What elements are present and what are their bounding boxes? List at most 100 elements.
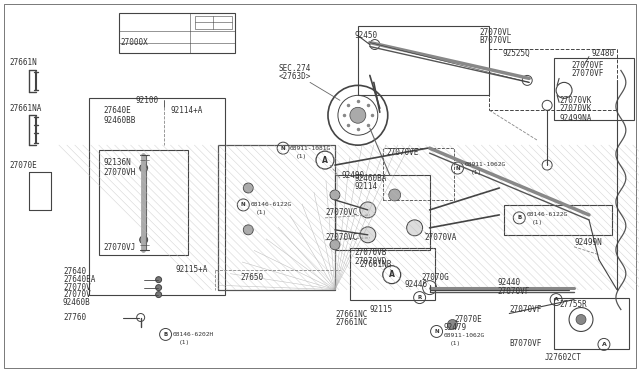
Text: 92499NA: 92499NA (559, 114, 591, 123)
Text: 08911-1081G: 08911-1081G (290, 146, 332, 151)
Text: 92136N: 92136N (104, 158, 132, 167)
Bar (335, 175, 429, 250)
Circle shape (330, 240, 340, 250)
Text: 27755R: 27755R (559, 300, 587, 309)
Text: 27070VA: 27070VA (424, 233, 457, 242)
Text: 27640E: 27640E (104, 106, 132, 115)
Text: 08911-1062G: 08911-1062G (444, 333, 484, 338)
Bar (195, 16, 232, 29)
Text: (1): (1) (179, 340, 190, 345)
Text: A: A (322, 155, 328, 164)
Text: 27650: 27650 (240, 273, 264, 282)
Circle shape (156, 277, 161, 283)
Text: 27661NC: 27661NC (335, 310, 367, 319)
Text: (1): (1) (296, 154, 307, 158)
Circle shape (330, 190, 340, 200)
Text: 92490: 92490 (342, 170, 365, 180)
Bar (218, 145, 335, 290)
Text: 27661NC: 27661NC (335, 318, 367, 327)
Text: 27661N: 27661N (9, 58, 37, 67)
Text: B7070VF: B7070VF (509, 339, 541, 348)
Text: 27070VJ: 27070VJ (104, 243, 136, 252)
Text: 27070VB: 27070VB (355, 248, 387, 257)
Circle shape (350, 107, 366, 123)
Text: 08911-1062G: 08911-1062G (465, 161, 506, 167)
Circle shape (576, 314, 586, 324)
Text: R: R (417, 295, 422, 300)
Bar (383, 148, 454, 200)
Text: 27070VF: 27070VF (509, 305, 541, 314)
Text: 92460BA: 92460BA (355, 173, 387, 183)
Circle shape (140, 164, 148, 172)
Text: 27661NB: 27661NB (360, 260, 392, 269)
Text: 27070VE: 27070VE (387, 148, 419, 157)
Text: B: B (517, 215, 522, 220)
Bar (218, 145, 335, 290)
Text: 27640EA: 27640EA (63, 275, 95, 284)
Circle shape (360, 202, 376, 218)
Circle shape (447, 320, 458, 330)
Text: 92100: 92100 (136, 96, 159, 105)
Bar (504, 205, 612, 235)
Text: 27070V: 27070V (63, 290, 91, 299)
Text: 27070G: 27070G (422, 273, 449, 282)
Text: SEC.274: SEC.274 (278, 64, 310, 73)
Bar (119, 13, 236, 52)
Text: A: A (602, 342, 606, 347)
Text: 92479: 92479 (444, 323, 467, 332)
Circle shape (140, 236, 148, 244)
Text: B: B (163, 332, 168, 337)
Text: 27070VF: 27070VF (571, 69, 604, 78)
Text: 92114+A: 92114+A (171, 106, 203, 115)
Text: 27070VF: 27070VF (571, 61, 604, 70)
Text: 92525Q: 92525Q (502, 49, 530, 58)
Text: 92480: 92480 (592, 49, 615, 58)
Text: 92115: 92115 (370, 305, 393, 314)
Text: 27070V: 27070V (63, 283, 91, 292)
Text: N: N (241, 202, 246, 208)
Text: 27070VL: 27070VL (479, 28, 512, 37)
Text: (1): (1) (256, 211, 268, 215)
Text: 92440: 92440 (497, 278, 520, 287)
Text: (1): (1) (449, 341, 461, 346)
Text: 27000X: 27000X (121, 38, 148, 47)
Bar (554, 298, 629, 349)
Text: 08146-6122G: 08146-6122G (526, 212, 568, 217)
Text: N: N (281, 146, 285, 151)
Text: 27070VF: 27070VF (497, 287, 530, 296)
Bar (350, 248, 435, 299)
Text: 92450: 92450 (355, 31, 378, 40)
Text: 27640: 27640 (63, 267, 86, 276)
Text: 27070VC: 27070VC (325, 208, 357, 217)
Circle shape (156, 285, 161, 291)
Text: <2763D>: <2763D> (278, 72, 310, 81)
Text: 92114: 92114 (355, 183, 378, 192)
Bar (554, 58, 634, 120)
Text: B7070VL: B7070VL (479, 36, 512, 45)
Text: 27760: 27760 (63, 313, 86, 322)
Text: 27070VK: 27070VK (559, 96, 591, 105)
Text: A: A (554, 297, 559, 302)
Text: 27070VC: 27070VC (325, 233, 357, 242)
Text: 27661NA: 27661NA (9, 104, 42, 113)
Text: (1): (1) (532, 220, 543, 225)
Text: 27070E: 27070E (9, 161, 37, 170)
Text: 27070VD: 27070VD (355, 257, 387, 266)
Circle shape (406, 220, 422, 236)
Text: 27070E: 27070E (454, 315, 483, 324)
Bar (89, 98, 225, 295)
Text: J27602CT: J27602CT (544, 353, 581, 362)
Bar (358, 26, 490, 95)
Text: 92115+A: 92115+A (175, 265, 208, 274)
Text: 27070VK: 27070VK (559, 104, 591, 113)
Text: 92499N: 92499N (574, 238, 602, 247)
Text: 27070VH: 27070VH (104, 167, 136, 177)
Circle shape (388, 189, 401, 201)
Bar (490, 48, 617, 110)
Circle shape (243, 183, 253, 193)
Circle shape (360, 227, 376, 243)
Text: 08146-6122G: 08146-6122G (250, 202, 291, 208)
Text: 92446: 92446 (404, 280, 428, 289)
Text: N: N (435, 329, 439, 334)
Text: 92460BB: 92460BB (104, 116, 136, 125)
